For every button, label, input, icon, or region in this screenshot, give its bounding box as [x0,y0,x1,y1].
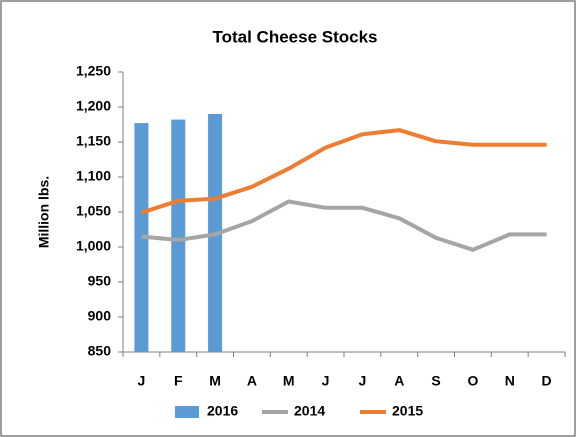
x-tick-label: J [359,373,367,389]
y-tick-label: 1,000 [76,238,111,254]
x-tick-label: A [394,373,404,389]
y-tick-label: 1,250 [76,63,111,79]
legend-label: 2014 [294,403,325,419]
y-axis-title: Million lbs. [36,176,52,248]
line [140,128,547,215]
x-tick-label: M [209,373,221,389]
y-tick-label: 850 [88,343,112,359]
y-tick-label: 1,050 [76,203,111,219]
y-tick-label: 1,150 [76,133,111,149]
x-tick-label: S [431,373,440,389]
x-tick-label: J [322,373,330,389]
x-tick-label: M [283,373,295,389]
x-tick-label: J [138,373,146,389]
chart-title: Total Cheese Stocks [212,27,377,46]
legend-label: 2016 [207,403,238,419]
y-tick-label: 1,200 [76,98,111,114]
y-tick-label: 1,100 [76,168,111,184]
bar [171,119,186,352]
line [141,199,547,252]
x-tick-label: O [467,373,478,389]
x-tick-label: A [247,373,257,389]
legend-label: 2015 [392,403,423,419]
legend-swatch [175,406,199,418]
y-tick-label: 900 [88,308,112,324]
y-tick-label: 950 [88,273,112,289]
x-tick-label: D [542,373,552,389]
x-tick-label: F [174,373,183,389]
x-tick-label: N [505,373,515,389]
